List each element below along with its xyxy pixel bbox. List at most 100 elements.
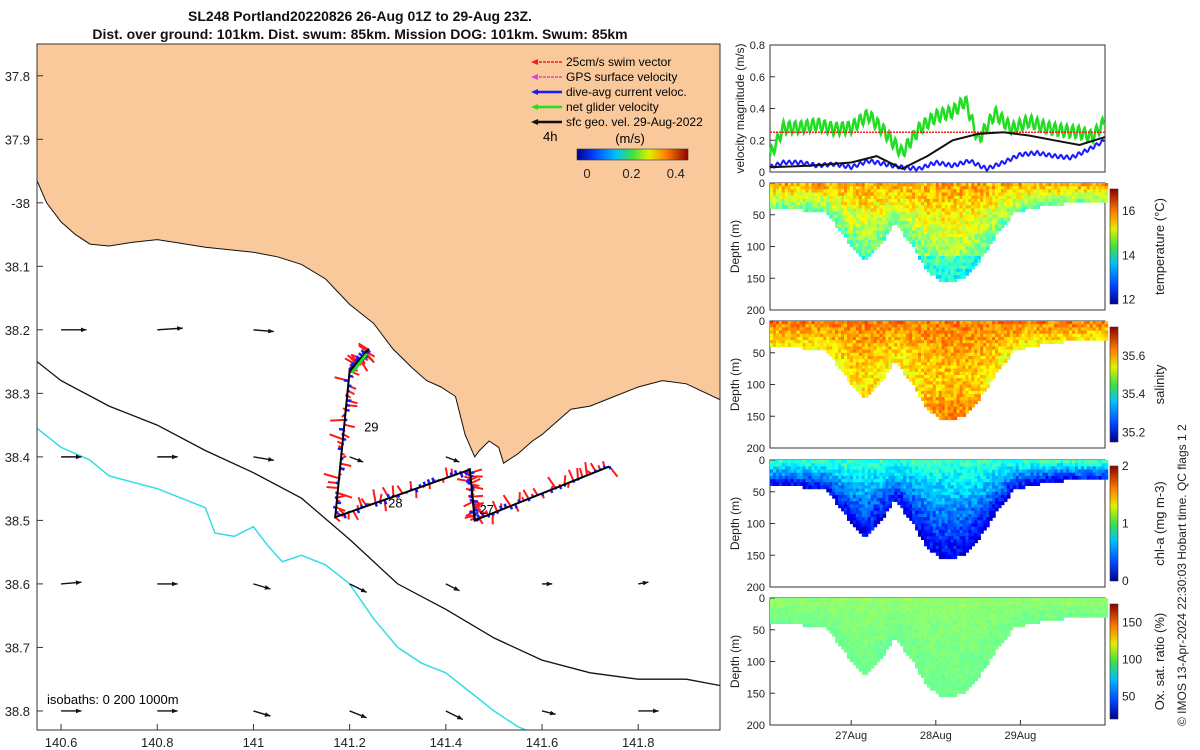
y-tick-label: 0.8 (750, 40, 765, 52)
section-cells (770, 460, 1109, 560)
y-tick-label: 0 (759, 316, 765, 328)
section-panel-oxygen-saturation: 0 50 100 150 200 Depth (m) 50 100 150 Ox. sat. ra… (728, 593, 1167, 742)
colorbar-tick-label: 35.2 (1122, 425, 1146, 439)
y-tick-label: 200 (747, 305, 765, 317)
y-tick-label: 0 (759, 178, 765, 190)
colorbar-tick-label: 1 (1122, 517, 1129, 531)
chart-title-line-2: Dist. over ground: 101km. Dist. swum: 85… (92, 26, 628, 42)
legend-entry: dive-avg current veloc. (566, 85, 687, 99)
y-tick-label: -38 (11, 196, 30, 211)
x-tick-label: 140.8 (141, 735, 174, 750)
y-tick-label: 38.6 (5, 577, 30, 592)
chart-title-line-1: SL248 Portland20220826 26-Aug 01Z to 29-… (188, 8, 532, 24)
legend-entry: sfc geo. vel. 29-Aug-2022 (566, 115, 703, 129)
y-tick-label: 37.8 (5, 69, 30, 84)
geo-velocity-arrow (157, 326, 183, 331)
legend-arrowhead (531, 104, 538, 110)
y-tick-label: 100 (747, 519, 765, 531)
y-tick-label: 38.7 (5, 640, 30, 655)
isobath-legend-label: isobaths: 0 200 1000m (47, 692, 179, 707)
colorbar-unit-label: (m/s) (615, 131, 645, 146)
land-polygon (37, 44, 720, 464)
geo-velocity-arrow (445, 710, 464, 721)
section-cells (770, 183, 1109, 283)
colorbar-label: Ox. sat. ratio (%) (1152, 613, 1167, 711)
y-tick-label: 50 (753, 210, 765, 222)
geo-velocity-arrow (445, 583, 460, 592)
colorbar-label: chl-a (mg m-3) (1152, 481, 1167, 566)
y-tick-label: 150 (747, 550, 765, 562)
legend-arrowhead (531, 59, 538, 65)
x-tick-label: 141.6 (526, 735, 559, 750)
y-tick-label: 200 (747, 720, 765, 732)
y-tick-label: 38.3 (5, 386, 30, 401)
geo-velocity-arrow (349, 583, 367, 594)
geo-velocity-arrow (445, 456, 460, 463)
legend-arrowhead (531, 89, 538, 95)
section-colorbar (1109, 188, 1119, 305)
y-tick-label: 150 (747, 273, 765, 285)
geo-velocity-arrow (157, 454, 178, 460)
y-tick-label: 100 (747, 657, 765, 669)
x-tick-label: 28Aug (920, 730, 952, 742)
colorbar-interval-label: 4h (543, 129, 557, 144)
geo-velocity-arrow (157, 581, 178, 587)
y-tick-label: 0.4 (750, 104, 765, 116)
colorbar-tick-label: 0.2 (622, 166, 640, 181)
colorbar-tick-label: 0 (1122, 574, 1129, 588)
y-tick-label: 0 (759, 455, 765, 467)
velocity-series-line (768, 94, 1106, 159)
section-cells (770, 321, 1109, 421)
geo-velocity-arrow (349, 456, 364, 463)
geo-velocity-arrow (157, 708, 178, 714)
colorbar-label: temperature (°C) (1152, 198, 1167, 295)
geo-velocity-arrow (541, 710, 556, 716)
y-tick-label: 150 (747, 411, 765, 423)
geo-velocity-arrow (638, 708, 659, 714)
velocity-series-line (769, 131, 1106, 170)
x-tick-label: 141 (243, 735, 265, 750)
legend-entry: GPS surface velocity (566, 70, 677, 84)
geo-velocity-arrow (253, 710, 271, 717)
section-panel-temperature: 0 50 100 150 200 Depth (m) 12 14 16 temperature (… (728, 178, 1167, 317)
velocity-colorbar (576, 148, 689, 161)
y-tick-label: 37.9 (5, 132, 30, 147)
geo-velocity-arrow (61, 327, 87, 333)
geo-velocity-arrow (60, 580, 82, 585)
section-colorbar (1109, 603, 1119, 720)
geo-velocity-arrow (253, 328, 274, 334)
x-tick-label: 141.2 (333, 735, 366, 750)
copyright-note: © IMOS 13-Apr-2024 22:30:03 Hobart time.… (1175, 424, 1189, 726)
y-tick-label: 0 (759, 593, 765, 605)
y-axis-label: velocity magnitude (m/s) (733, 43, 747, 173)
y-axis-label: Depth (m) (728, 358, 742, 411)
track-day-label: 27 (480, 502, 494, 517)
geo-velocity-arrow (542, 581, 553, 587)
geo-velocity-arrow (349, 710, 367, 719)
geo-velocity-arrow (253, 456, 274, 462)
y-tick-label: 0 (759, 167, 765, 179)
y-tick-label: 38.1 (5, 259, 30, 274)
y-tick-label: 100 (747, 242, 765, 254)
colorbar-tick-label: 2 (1122, 459, 1129, 473)
map-frame (36, 43, 721, 731)
track-day-label: 28 (388, 496, 402, 511)
x-tick-label: 29Aug (1004, 730, 1036, 742)
legend-entry: 25cm/s swim vector (566, 55, 671, 69)
section-colorbar (1109, 465, 1119, 582)
geo-velocity-arrow (61, 454, 82, 460)
y-tick-label: 100 (747, 380, 765, 392)
y-tick-label: 38.2 (5, 323, 30, 338)
y-tick-label: 50 (753, 348, 765, 360)
y-tick-label: 50 (753, 625, 765, 637)
geo-velocity-arrow (253, 583, 271, 590)
y-tick-label: 200 (747, 582, 765, 594)
y-tick-label: 0.6 (750, 72, 765, 84)
colorbar-tick-label: 100 (1122, 653, 1142, 667)
map-panel: 27 28 29 isobaths: 0 200 1000m 140.6 140.8 141… (5, 43, 721, 750)
geo-velocity-arrow (61, 708, 82, 714)
colorbar-tick-label: 0 (583, 166, 590, 181)
colorbar-tick-label: 12 (1122, 293, 1136, 307)
x-tick-label: 141.4 (430, 735, 463, 750)
